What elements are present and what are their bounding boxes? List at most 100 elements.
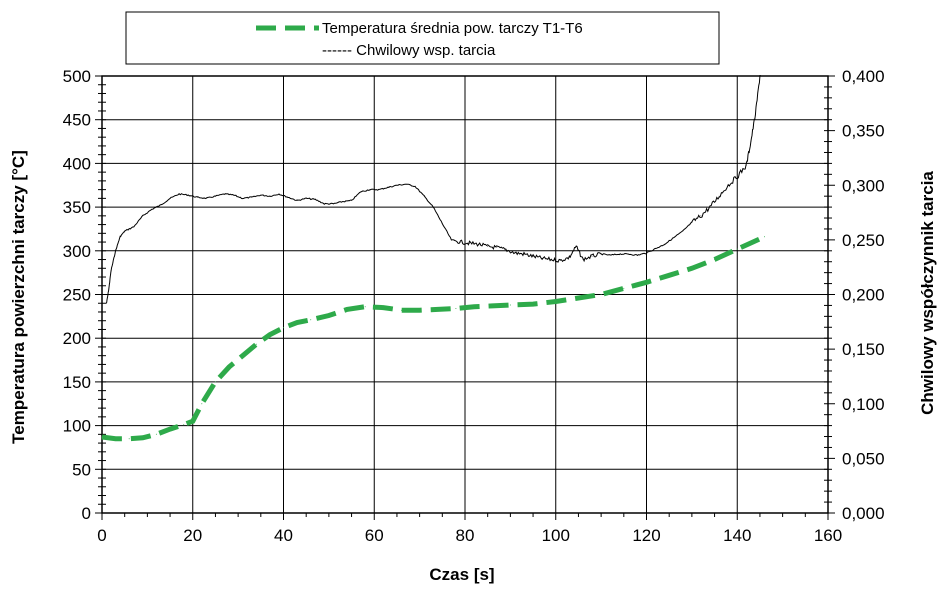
friction-point xyxy=(514,252,516,254)
friction-point xyxy=(396,184,398,186)
temperature-point xyxy=(310,319,312,321)
temperature-point xyxy=(283,327,284,329)
friction-point xyxy=(682,230,684,232)
friction-point xyxy=(469,242,470,244)
friction-point xyxy=(764,54,765,55)
temperature-point xyxy=(473,306,475,308)
friction-point xyxy=(178,193,180,195)
y-left-tick-label: 200 xyxy=(63,329,91,348)
temperature-point xyxy=(228,366,230,368)
friction-point xyxy=(523,253,525,255)
friction-point xyxy=(609,254,611,256)
y-right-tick-label: 0,200 xyxy=(842,286,885,305)
grid-lines xyxy=(101,75,829,514)
temperature-point xyxy=(128,438,130,440)
temperature-point xyxy=(736,248,738,250)
temperature-point xyxy=(192,420,194,422)
friction-point xyxy=(206,198,207,199)
y-left-tick-label: 500 xyxy=(63,67,91,86)
friction-point xyxy=(600,253,602,255)
x-tick-label: 60 xyxy=(365,526,384,545)
temperature-point xyxy=(255,343,257,345)
y-right-tick-label: 0,000 xyxy=(842,504,885,523)
y-left-tick-label: 300 xyxy=(63,242,91,261)
friction-point xyxy=(278,193,280,195)
friction-point xyxy=(532,255,534,257)
friction-point xyxy=(323,203,325,205)
y-left-tick-label: 250 xyxy=(63,286,91,305)
temperature-point xyxy=(364,306,366,308)
temperature-point xyxy=(183,424,185,426)
y-right-tick-label: 0,300 xyxy=(842,176,885,195)
temperature-point xyxy=(437,308,439,310)
y-right-tick-label: 0,250 xyxy=(842,231,885,250)
friction-point xyxy=(646,252,647,254)
friction-point xyxy=(505,249,507,251)
friction-point xyxy=(673,237,675,239)
series-friction-line xyxy=(106,75,761,304)
temperature-point xyxy=(714,259,716,260)
friction-point xyxy=(133,226,135,228)
temperature-point xyxy=(269,334,271,336)
friction-point xyxy=(233,194,235,196)
temperature-point xyxy=(668,274,670,276)
x-tick-label: 40 xyxy=(274,526,293,545)
friction-point xyxy=(124,230,126,232)
friction-point xyxy=(575,246,577,247)
temperature-point xyxy=(142,437,144,439)
friction-point xyxy=(591,255,593,257)
y-right-tick-label: 0,150 xyxy=(842,340,885,359)
y-right-tick-label: 0,350 xyxy=(842,122,885,141)
temperature-point xyxy=(201,403,203,405)
friction-point xyxy=(718,195,720,197)
x-axis-title: Czas [s] xyxy=(429,565,494,584)
temperature-point xyxy=(115,438,117,440)
series-temperature-line xyxy=(101,234,766,442)
x-tick-label: 0 xyxy=(97,526,106,545)
temperature-point xyxy=(532,303,534,305)
friction-point xyxy=(618,253,620,255)
friction-point xyxy=(700,215,702,217)
friction-point xyxy=(169,198,171,199)
friction-point xyxy=(559,260,561,261)
friction-point xyxy=(342,201,343,203)
friction-point xyxy=(387,187,389,188)
temperature-point xyxy=(346,308,348,310)
x-tick-label: 20 xyxy=(183,526,202,545)
friction-point xyxy=(110,270,112,271)
friction-point xyxy=(106,302,107,304)
friction-point xyxy=(333,203,334,205)
friction-point xyxy=(314,199,316,200)
friction-point xyxy=(691,222,693,223)
temperature-point xyxy=(155,433,157,435)
temperature-point xyxy=(242,355,244,357)
x-tick-label: 100 xyxy=(542,526,570,545)
friction-point xyxy=(160,204,162,206)
temperature-point xyxy=(455,308,457,309)
y-left-axis-title: Temperatura powierzchni tarczy [°C] xyxy=(9,150,28,444)
friction-point xyxy=(727,184,729,186)
y-right-tick-label: 0,400 xyxy=(842,67,885,86)
friction-point xyxy=(478,243,479,245)
friction-point xyxy=(541,258,543,259)
friction-point xyxy=(569,257,570,258)
friction-point xyxy=(628,253,629,255)
friction-point xyxy=(414,185,416,187)
friction-point xyxy=(287,196,289,198)
friction-point xyxy=(142,215,144,217)
temperature-point xyxy=(491,305,493,307)
temperature-point xyxy=(296,322,298,323)
friction-point xyxy=(582,259,584,260)
temperature-point xyxy=(101,436,103,438)
y-left-tick-label: 0 xyxy=(82,504,91,523)
y-left-tick-label: 450 xyxy=(63,111,91,130)
friction-point xyxy=(423,195,425,197)
friction-point xyxy=(196,196,198,198)
friction-point xyxy=(251,196,253,198)
friction-point xyxy=(655,248,656,250)
y-right-tick-labels: 0,000 0,050 0,100 0,150 0,200 0,250 0,300 0,350… xyxy=(842,67,885,523)
friction-point xyxy=(405,183,407,185)
minor-ticks xyxy=(95,75,835,520)
temperature-point xyxy=(509,304,511,306)
